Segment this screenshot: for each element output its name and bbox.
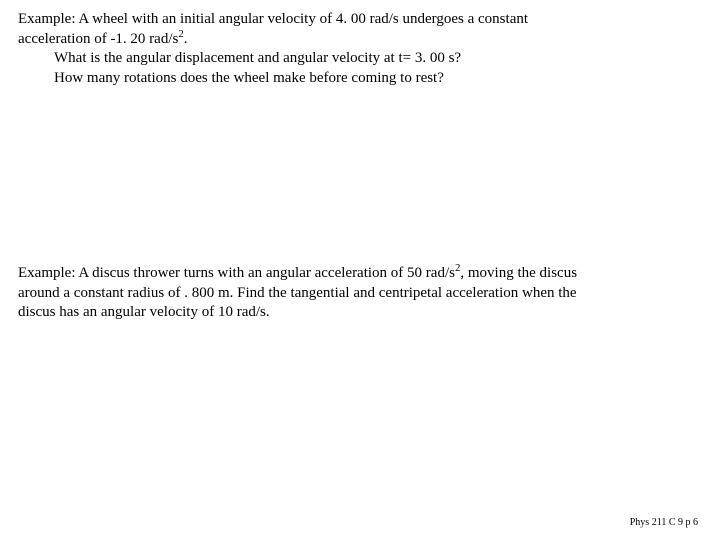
slide-page: Example: A wheel with an initial angular… xyxy=(0,0,720,540)
example-2-line-1: Example: A discus thrower turns with an … xyxy=(18,264,702,284)
example-1-line-2: acceleration of -1. 20 rad/s2. xyxy=(18,30,702,50)
example-2-line-1-post: , moving the discus xyxy=(460,265,577,281)
example-1-line-1: Example: A wheel with an initial angular… xyxy=(18,10,702,30)
example-2-line-1-pre: Example: A discus thrower turns with an … xyxy=(18,265,455,281)
page-footer: Phys 211 C 9 p 6 xyxy=(630,517,698,528)
example-1: Example: A wheel with an initial angular… xyxy=(18,10,702,88)
example-2-line-2: around a constant radius of . 800 m. Fin… xyxy=(18,284,702,304)
example-1-line-2-post: . xyxy=(184,31,188,47)
example-2-line-3: discus has an angular velocity of 10 rad… xyxy=(18,303,702,323)
example-1-line-4: How many rotations does the wheel make b… xyxy=(18,69,702,89)
example-2: Example: A discus thrower turns with an … xyxy=(18,264,702,323)
example-1-line-2-pre: acceleration of -1. 20 rad/s xyxy=(18,31,178,47)
example-1-line-3: What is the angular displacement and ang… xyxy=(18,49,702,69)
